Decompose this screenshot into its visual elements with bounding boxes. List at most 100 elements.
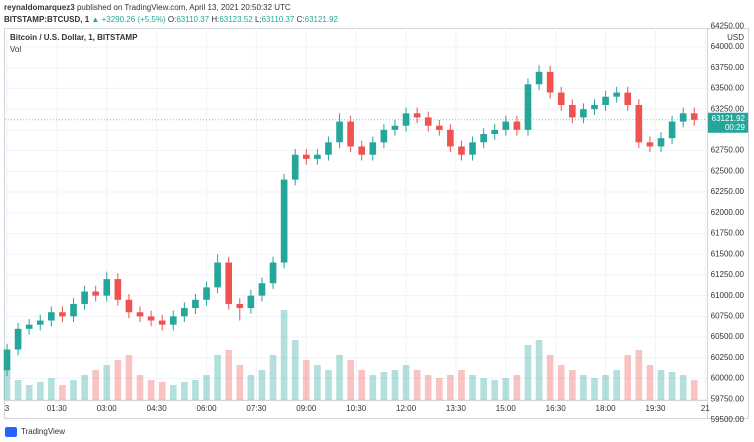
y-tick-label: 61000.00	[711, 291, 745, 300]
candle-body	[36, 320, 44, 325]
volume-bar	[391, 370, 399, 400]
candle-body	[25, 324, 33, 329]
candle-body	[369, 142, 377, 155]
last-price-label: 63121.92	[712, 114, 746, 123]
chart-layer: 59500.00 59750.00 60000.00 60250.00 60500.00…	[3, 21, 748, 424]
volume-bar	[158, 382, 166, 400]
y-tick-label: 62250.00	[711, 187, 745, 196]
volume-bar	[280, 310, 288, 400]
y-tick-label: 61250.00	[711, 270, 745, 279]
volume-bar	[624, 355, 632, 400]
candle-body	[413, 113, 421, 118]
volume-bar	[258, 370, 266, 400]
y-tick-label: 61750.00	[711, 229, 745, 238]
candle-body	[258, 283, 266, 296]
y-tick-label: 63500.00	[711, 84, 745, 93]
volume-bar	[424, 375, 432, 400]
volume-bar	[70, 380, 77, 400]
x-tick-label: 01:30	[47, 404, 68, 413]
x-tick-label: 04:30	[147, 404, 168, 413]
candle-body	[114, 279, 122, 300]
volume-bar	[181, 382, 188, 400]
x-tick-label: 19:30	[645, 404, 666, 413]
candle-body	[203, 287, 210, 300]
candle-body	[624, 92, 632, 106]
candle-body	[435, 125, 443, 130]
y-tick-label: 62000.00	[711, 208, 745, 217]
y-tick-label: 63250.00	[711, 104, 745, 113]
candle-body	[491, 129, 499, 135]
candle-body	[92, 291, 100, 296]
volume-bar	[3, 370, 11, 400]
x-tick-label: 06:00	[197, 404, 218, 413]
volume-bar	[635, 350, 643, 400]
y-tick-label: 63750.00	[711, 63, 745, 72]
currency: USD	[727, 33, 744, 42]
brand: TradingView	[21, 427, 65, 436]
candle-body	[690, 113, 698, 120]
volume-bar	[435, 378, 443, 400]
candle-body	[613, 92, 620, 97]
publish-line: reynaldomarquez3 published on TradingVie…	[4, 3, 291, 12]
volume-bar	[447, 375, 454, 400]
volume-bar	[48, 378, 55, 400]
candle-body	[147, 316, 155, 321]
candle-body	[169, 316, 177, 325]
y-tick-label: 62500.00	[711, 166, 745, 175]
candle-body	[546, 71, 554, 93]
volume-bar	[136, 375, 144, 400]
volume-bar	[668, 372, 676, 400]
candle-body	[602, 96, 609, 106]
o-label: O:	[168, 15, 176, 24]
publisher: reynaldomarquez3	[4, 3, 75, 12]
candle-body	[591, 105, 598, 110]
y-tick-label: 61500.00	[711, 249, 745, 258]
candle-body	[302, 154, 310, 159]
volume-bar	[36, 382, 44, 400]
l-label: L:	[255, 15, 262, 24]
volume-bar	[291, 340, 299, 400]
x-tick-label: 18:00	[596, 404, 617, 413]
h-value: 63123.52	[219, 15, 253, 24]
y-tick-label: 60500.00	[711, 332, 745, 341]
candle-body	[557, 92, 565, 106]
volume-bar	[203, 375, 210, 400]
chart-frame	[4, 28, 749, 419]
volume-bar	[646, 365, 654, 400]
volume-bar	[103, 365, 111, 400]
y-tick-label: 64000.00	[711, 42, 745, 51]
y-tick-label: 62750.00	[711, 146, 745, 155]
volume-bar	[214, 355, 221, 400]
volume-bar	[402, 365, 410, 400]
volume-bar	[524, 345, 532, 400]
candle-body	[635, 105, 643, 143]
candle-body	[524, 84, 532, 130]
volume-bar	[535, 340, 543, 400]
countdown: 00:29	[725, 123, 746, 132]
volume-bar	[247, 375, 255, 400]
volume-bar	[557, 365, 565, 400]
volume-bar	[513, 375, 521, 400]
candle-body	[668, 121, 676, 139]
candle-body	[269, 262, 277, 284]
symbol-line: BITSTAMP:BTCUSD, 1 ▲ +3290.26 (+5.5%) O:…	[4, 15, 339, 24]
candle-body	[347, 121, 354, 147]
candle-body	[513, 121, 521, 130]
x-tick-label: 10:30	[346, 404, 367, 413]
volume-bar	[369, 375, 377, 400]
volume-bar	[169, 385, 177, 400]
volume-bar	[302, 360, 310, 400]
x-tick-label: 3	[5, 404, 10, 413]
candle-body	[447, 129, 454, 147]
volume-bar	[336, 355, 343, 400]
candle-body	[181, 308, 188, 317]
volume-bar	[81, 375, 88, 400]
volume-bar	[325, 370, 332, 400]
candle-body	[480, 134, 487, 143]
logo-icon	[5, 427, 17, 437]
volume-bar	[14, 380, 22, 400]
x-tick-label: 13:30	[446, 404, 467, 413]
candle-body	[325, 142, 332, 155]
symbol: BITSTAMP:BTCUSD, 1	[4, 15, 90, 24]
candle-body	[214, 262, 221, 288]
